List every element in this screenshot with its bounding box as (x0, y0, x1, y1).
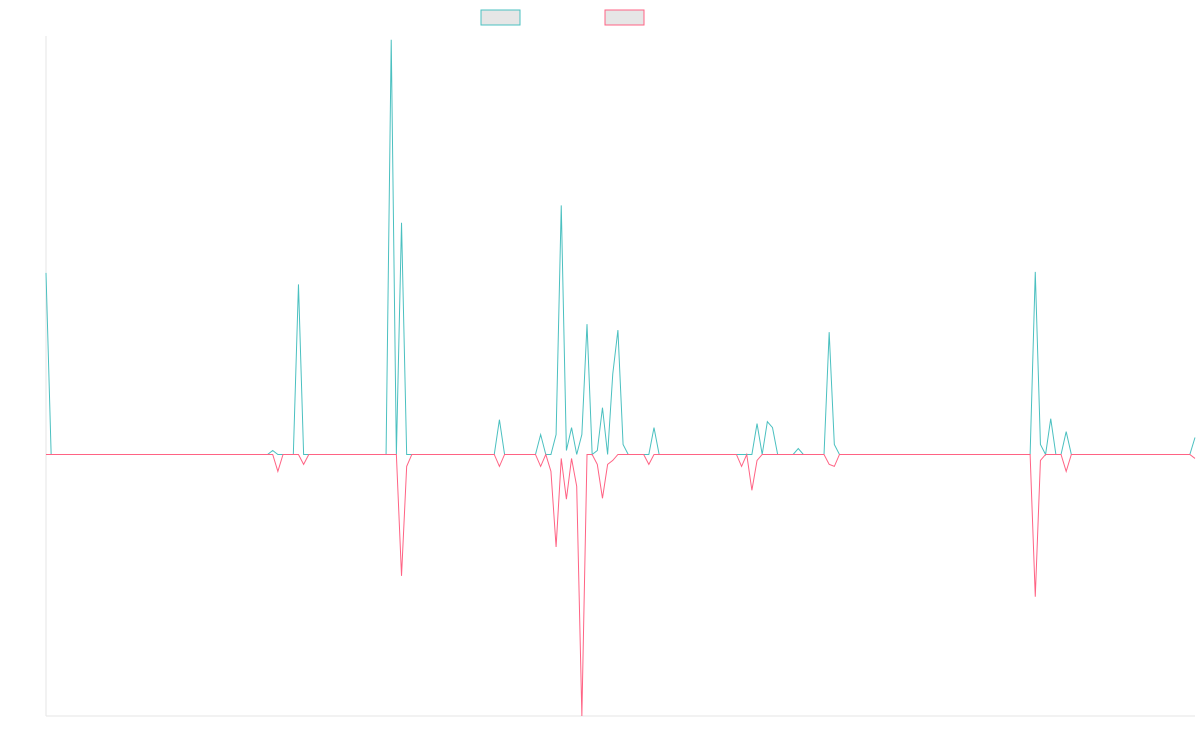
legend (480, 9, 645, 26)
series-line-1 (45, 39, 1196, 457)
legend-swatch-1 (480, 9, 521, 26)
series-layer (45, 39, 1196, 717)
series-line-2 (46, 452, 1196, 717)
axes (45, 36, 1195, 717)
legend-swatch-2 (604, 9, 645, 26)
